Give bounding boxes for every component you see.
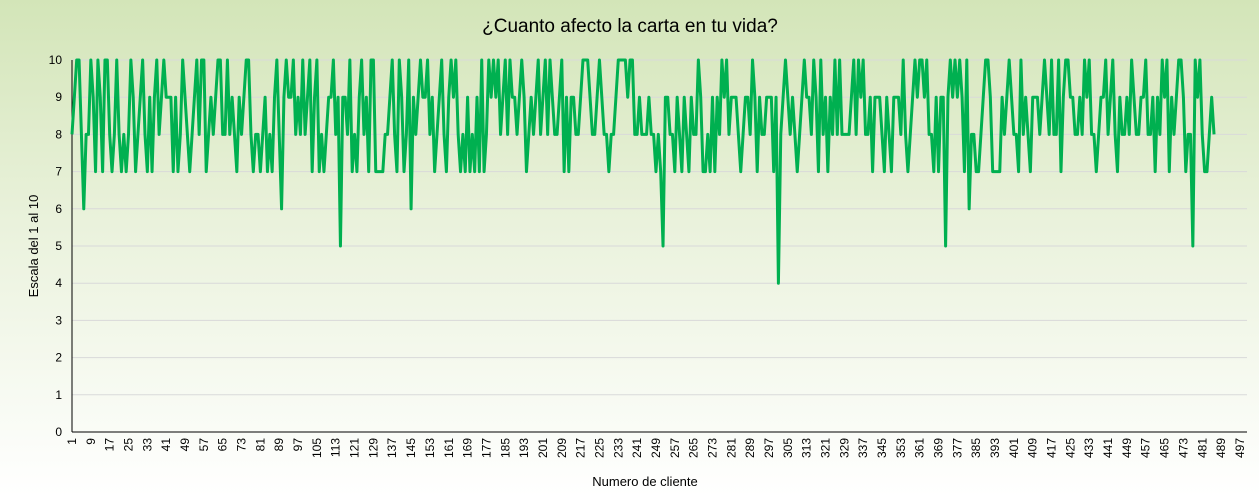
x-tick-label: 257: [668, 438, 682, 458]
x-tick-label: 145: [404, 438, 418, 458]
x-tick-label: 97: [291, 438, 305, 452]
x-tick-label: 409: [1026, 438, 1040, 458]
x-tick-label: 441: [1101, 438, 1115, 458]
x-tick-label: 73: [235, 438, 249, 452]
y-tick-label: 5: [55, 239, 62, 253]
y-tick-label: 8: [55, 127, 62, 141]
y-tick-label: 7: [55, 165, 62, 179]
x-tick-label: 201: [536, 438, 550, 458]
x-tick-label: 369: [932, 438, 946, 458]
x-tick-label: 105: [310, 438, 324, 458]
x-tick-label: 433: [1082, 438, 1096, 458]
x-tick-label: 449: [1120, 438, 1134, 458]
x-tick-label: 321: [819, 438, 833, 458]
x-tick-label: 65: [216, 438, 230, 452]
x-tick-label: 329: [837, 438, 851, 458]
x-tick-label: 89: [272, 438, 286, 452]
x-tick-label: 17: [103, 438, 117, 452]
x-tick-label: 129: [366, 438, 380, 458]
x-tick-label: 9: [84, 438, 98, 445]
x-tick-label: 345: [875, 438, 889, 458]
x-tick-label: 249: [649, 438, 663, 458]
x-tick-label: 209: [555, 438, 569, 458]
x-tick-label: 265: [687, 438, 701, 458]
y-tick-label: 1: [55, 388, 62, 402]
x-tick-label: 169: [461, 438, 475, 458]
y-tick-label: 10: [49, 53, 63, 67]
x-tick-label: 81: [253, 438, 267, 452]
x-tick-label: 297: [762, 438, 776, 458]
x-tick-label: 489: [1214, 438, 1228, 458]
x-tick-label: 33: [140, 438, 154, 452]
x-tick-label: 385: [969, 438, 983, 458]
chart-title: ¿Cuanto afecto la carta en tu vida?: [482, 16, 778, 37]
y-tick-label: 3: [55, 313, 62, 327]
x-tick-label: 337: [856, 438, 870, 458]
x-tick-label: 361: [913, 438, 927, 458]
y-tick-label: 4: [55, 276, 62, 290]
x-tick-label: 1: [65, 438, 79, 445]
x-tick-label: 497: [1233, 438, 1247, 458]
x-axis-label: Numero de cliente: [592, 474, 698, 489]
x-tick-label: 161: [442, 438, 456, 458]
x-tick-label: 121: [348, 438, 362, 458]
x-tick-label: 57: [197, 438, 211, 452]
x-tick-label: 457: [1139, 438, 1153, 458]
x-tick-label: 305: [781, 438, 795, 458]
x-tick-label: 177: [479, 438, 493, 458]
x-tick-label: 273: [705, 438, 719, 458]
x-tick-label: 217: [574, 438, 588, 458]
x-tick-label: 193: [517, 438, 531, 458]
x-tick-label: 49: [178, 438, 192, 452]
x-tick-label: 153: [423, 438, 437, 458]
y-axis-label: Escala del 1 al 10: [26, 195, 41, 298]
x-tick-label: 425: [1063, 438, 1077, 458]
x-tick-label: 25: [122, 438, 136, 452]
x-tick-label: 393: [988, 438, 1002, 458]
x-tick-label: 473: [1176, 438, 1190, 458]
x-tick-label: 465: [1158, 438, 1172, 458]
x-tick-label: 225: [592, 438, 606, 458]
x-tick-label: 137: [385, 438, 399, 458]
x-tick-label: 185: [498, 438, 512, 458]
x-tick-label: 241: [630, 438, 644, 458]
x-tick-label: 481: [1195, 438, 1209, 458]
x-tick-label: 41: [159, 438, 173, 452]
x-tick-label: 233: [611, 438, 625, 458]
y-tick-label: 9: [55, 90, 62, 104]
x-tick-label: 401: [1007, 438, 1021, 458]
x-tick-label: 417: [1045, 438, 1059, 458]
y-tick-label: 6: [55, 202, 62, 216]
x-tick-label: 313: [800, 438, 814, 458]
x-tick-label: 113: [329, 438, 343, 457]
series-line-0: [70, 58, 1216, 285]
y-tick-label: 0: [55, 425, 62, 439]
y-tick-label: 2: [55, 351, 62, 365]
x-tick-label: 353: [894, 438, 908, 458]
x-tick-label: 289: [743, 438, 757, 458]
x-tick-label: 377: [950, 438, 964, 458]
x-tick-label: 281: [724, 438, 738, 458]
